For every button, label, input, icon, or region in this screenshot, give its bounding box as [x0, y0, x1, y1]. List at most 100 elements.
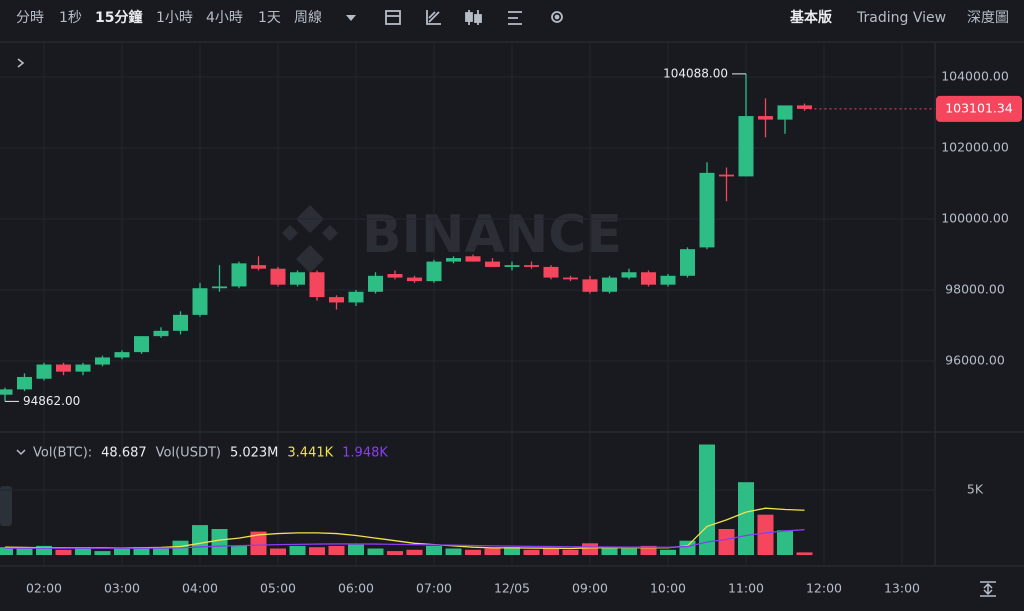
volume-bar	[367, 548, 384, 555]
candle-body	[719, 174, 734, 177]
view-tab[interactable]: Trading View	[856, 10, 946, 26]
volume-bar	[133, 547, 150, 555]
volume-bar	[504, 547, 520, 555]
volume-bar	[640, 545, 657, 555]
x-tick-label: 07:00	[416, 581, 452, 596]
interval-button[interactable]: 1天	[258, 10, 281, 26]
interval-button[interactable]: 4小時	[206, 10, 243, 26]
y-tick-label: 102000.00	[941, 140, 1009, 155]
y-tick-label: 104000.00	[941, 69, 1009, 84]
candle-body	[563, 277, 578, 280]
volume-bar	[328, 545, 345, 555]
volume-legend: 48.687	[101, 446, 147, 461]
candle-body	[543, 266, 559, 278]
candle-body	[641, 272, 656, 285]
interval-button[interactable]: 1秒	[59, 10, 82, 26]
tool-icons[interactable]	[385, 10, 563, 25]
volume-bar	[426, 545, 442, 555]
volume-bar	[114, 548, 130, 555]
scroll-end-icon[interactable]	[980, 581, 996, 597]
volume-bar	[192, 525, 208, 555]
watermark: BINANCE	[282, 205, 622, 273]
volume-bar	[406, 549, 423, 555]
volume-bar	[211, 529, 228, 555]
view-tab[interactable]: 深度圖	[967, 10, 1009, 26]
candle-body	[212, 286, 227, 289]
volume-bar	[601, 547, 618, 555]
plot-area: 02:00 03:00 04:00 05:00 06:00 07:00 12/05 09:00…	[0, 42, 1022, 596]
candle-body	[309, 272, 325, 298]
volume-bar	[309, 547, 325, 555]
candle-body	[329, 297, 344, 303]
candle-body	[95, 357, 110, 365]
candle-body	[602, 277, 617, 292]
candle-body	[660, 275, 676, 285]
candle-body	[426, 261, 442, 282]
volume-bar	[289, 545, 306, 555]
volume-bar	[679, 540, 696, 555]
candle-body	[56, 364, 71, 372]
view-tab[interactable]: 基本版	[790, 9, 832, 26]
volume-bar	[0, 547, 13, 555]
candle-body	[0, 389, 13, 395]
volume-bar	[465, 549, 481, 555]
candle-body	[758, 116, 773, 120]
candle-body	[524, 265, 539, 267]
candle-body	[699, 172, 715, 248]
volume-bar	[250, 531, 267, 555]
side-handle[interactable]	[0, 486, 12, 526]
interval-button[interactable]: 分時	[16, 10, 44, 26]
x-tick-label: 11:00	[728, 581, 764, 596]
x-tick-label: 02:00	[26, 581, 62, 596]
volume-bar	[582, 543, 598, 555]
last-price-label: 103101.34	[945, 100, 1013, 115]
volume-bar	[484, 548, 501, 555]
x-tick-label: 06:00	[338, 581, 374, 596]
candle-body	[368, 275, 383, 292]
expand-icon[interactable]	[17, 58, 25, 68]
y-tick-label: 100000.00	[941, 211, 1009, 226]
candle-body	[680, 249, 695, 276]
candle-body	[738, 116, 754, 177]
dropdown-icon[interactable]	[346, 15, 356, 21]
volume-bar	[523, 549, 540, 555]
candle-body	[231, 263, 247, 287]
interval-button[interactable]: 周線	[294, 10, 322, 26]
volume-bar	[36, 545, 52, 555]
ma-legend: 3.441K	[287, 446, 333, 461]
x-tick-label: 09:00	[572, 581, 608, 596]
candle-body	[17, 376, 32, 390]
candle-body	[465, 256, 481, 262]
volume-bar	[757, 514, 774, 555]
toolbar: 分時 1秒 15分鐘 1小時 4小時 1天 周線 基本版 Trading Vie…	[16, 9, 1009, 26]
y-tick-label: 98000.00	[945, 281, 1005, 296]
x-tick-label: 05:00	[260, 581, 296, 596]
candle-body	[153, 330, 169, 337]
interval-button[interactable]: 1小時	[156, 10, 193, 26]
interval-button[interactable]: 15分鐘	[95, 9, 142, 26]
ma-line	[5, 529, 805, 549]
volume-legend: Vol(USDT)	[156, 446, 221, 461]
x-tick-label: 04:00	[182, 581, 218, 596]
candle-body	[387, 274, 403, 278]
candle-body	[251, 265, 266, 269]
volume-bar	[562, 549, 579, 555]
volume-bar	[699, 444, 715, 555]
candle-body	[192, 288, 208, 315]
volume-legend: Vol(BTC):	[33, 446, 92, 461]
volume-bar	[387, 551, 403, 555]
volume-bar	[543, 548, 559, 555]
volume-bar	[16, 548, 33, 555]
volume-bar	[621, 548, 637, 555]
candle-body	[134, 336, 149, 353]
candle-body	[504, 265, 520, 267]
candle-body	[348, 291, 364, 303]
candle-body	[173, 314, 188, 331]
candle-body	[114, 352, 130, 358]
y-tick-label: 5K	[967, 482, 984, 497]
volume-bar	[270, 548, 286, 555]
collapse-icon[interactable]	[16, 449, 26, 456]
volume-bar	[445, 548, 462, 555]
max-label: 104088.00	[663, 66, 728, 80]
y-tick-label: 96000.00	[945, 352, 1005, 367]
